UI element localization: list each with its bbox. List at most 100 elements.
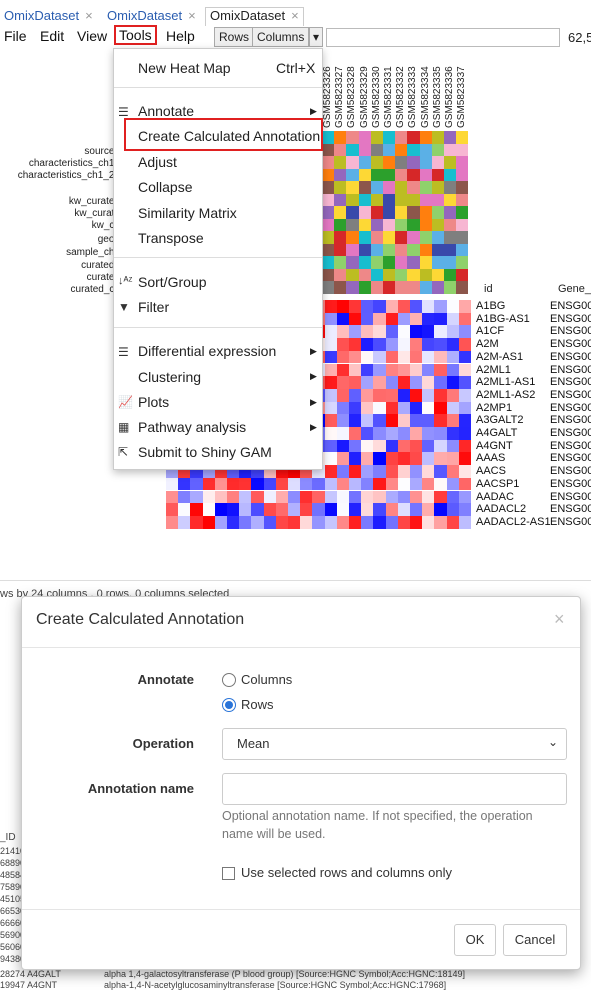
heatmap-cell[interactable] — [336, 427, 349, 440]
heatmap-cell[interactable] — [446, 439, 459, 453]
gene-label[interactable]: A2ML1-AS2 — [476, 388, 536, 401]
heatmap-cell[interactable] — [373, 515, 386, 529]
gene-label[interactable]: AAAS — [476, 452, 506, 465]
heatmap-cell[interactable] — [361, 503, 374, 516]
menu-item-similarity-matrix[interactable]: Similarity Matrix — [138, 205, 237, 221]
heatmap-cell[interactable] — [410, 300, 423, 313]
heatmap-cell[interactable] — [373, 452, 386, 466]
menu-item-sort-group[interactable]: Sort/Group — [138, 274, 207, 290]
heatmap-cell[interactable] — [361, 439, 374, 453]
heatmap-cell[interactable] — [422, 363, 435, 377]
heatmap-cell[interactable] — [385, 465, 398, 478]
heatmap-cell[interactable] — [434, 350, 447, 364]
heatmap-cell[interactable] — [458, 376, 471, 389]
heatmap-cell[interactable] — [349, 325, 362, 339]
heatmap-cell[interactable] — [288, 515, 301, 529]
heatmap-cell[interactable] — [410, 465, 423, 478]
close-icon[interactable]: × — [554, 609, 565, 629]
heatmap-cell[interactable] — [190, 477, 203, 491]
heatmap-cell[interactable] — [410, 503, 423, 516]
heatmap-cell[interactable] — [336, 388, 349, 402]
heatmap-cell[interactable] — [458, 477, 471, 491]
heatmap-cell[interactable] — [227, 477, 240, 491]
heatmap-cell[interactable] — [410, 363, 423, 377]
tab-omixdataset-1[interactable]: OmixDataset × — [4, 8, 93, 26]
heatmap-cell[interactable] — [397, 414, 410, 427]
heatmap-cell[interactable] — [251, 490, 264, 504]
heatmap-cell[interactable] — [324, 363, 337, 377]
heatmap-cell[interactable] — [166, 503, 179, 516]
cancel-button[interactable]: Cancel — [503, 924, 567, 956]
heatmap-cell[interactable] — [361, 376, 374, 389]
sample-header[interactable]: GSM5823330 — [370, 66, 382, 128]
heatmap-cell[interactable] — [373, 363, 386, 377]
heatmap-cell[interactable] — [166, 477, 179, 491]
menu-item-submit-to-shiny-gam[interactable]: Submit to Shiny GAM — [138, 444, 272, 460]
heatmap-cell[interactable] — [324, 452, 337, 466]
heatmap-cell[interactable] — [349, 338, 362, 351]
heatmap-cell[interactable] — [349, 350, 362, 364]
heatmap-cell[interactable] — [397, 363, 410, 377]
heatmap-cell[interactable] — [458, 427, 471, 440]
heatmap-cell[interactable] — [349, 312, 362, 326]
heatmap-cell[interactable] — [422, 452, 435, 466]
heatmap-cell[interactable] — [385, 300, 398, 313]
heatmap-cell[interactable] — [458, 490, 471, 504]
menu-help[interactable]: Help — [166, 28, 195, 44]
heatmap-cell[interactable] — [410, 452, 423, 466]
heatmap-cell[interactable] — [336, 401, 349, 415]
heatmap-cell[interactable] — [239, 515, 252, 529]
heatmap-cell[interactable] — [422, 325, 435, 339]
gene-label[interactable]: AACS — [476, 465, 506, 478]
menu-item-filter[interactable]: Filter — [138, 299, 170, 315]
heatmap-cell[interactable] — [458, 300, 471, 313]
heatmap-cell[interactable] — [410, 325, 423, 339]
heatmap-cell[interactable] — [422, 401, 435, 415]
heatmap-cell[interactable] — [397, 439, 410, 453]
heatmap-cell[interactable] — [336, 363, 349, 377]
heatmap-cell[interactable] — [349, 363, 362, 377]
heatmap-cell[interactable] — [166, 515, 179, 529]
gene-label[interactable]: A1BG — [476, 300, 506, 312]
heatmap-cell[interactable] — [324, 350, 337, 364]
gene-label[interactable]: AADACL2 — [476, 503, 527, 516]
heatmap-cell[interactable] — [324, 465, 337, 478]
sample-header[interactable]: GSM5823329 — [358, 66, 370, 128]
gene-label[interactable]: AACSP1 — [476, 477, 520, 490]
gene-label[interactable]: A4GNT — [476, 439, 513, 452]
heatmap-cell[interactable] — [410, 490, 423, 504]
heatmap-cell[interactable] — [373, 427, 386, 440]
menu-tools[interactable]: Tools — [114, 25, 157, 45]
heatmap-cell[interactable] — [446, 465, 459, 478]
heatmap-cell[interactable] — [446, 325, 459, 339]
heatmap-cell[interactable] — [214, 503, 227, 516]
heatmap-cell[interactable] — [324, 503, 337, 516]
column-header-gene[interactable]: Gene_ — [558, 283, 591, 295]
heatmap-cell[interactable] — [361, 452, 374, 466]
heatmap-cell[interactable] — [458, 503, 471, 516]
heatmap-cell[interactable] — [434, 414, 447, 427]
heatmap-cell[interactable] — [349, 300, 362, 313]
sample-header[interactable]: GSM5823333 — [407, 66, 419, 128]
heatmap-cell[interactable] — [446, 388, 459, 402]
heatmap-cell[interactable] — [361, 477, 374, 491]
annotation-name-input[interactable] — [222, 773, 567, 805]
heatmap-cell[interactable] — [422, 503, 435, 516]
heatmap-cell[interactable] — [312, 490, 325, 504]
heatmap-cell[interactable] — [446, 477, 459, 491]
heatmap-cell[interactable] — [251, 477, 264, 491]
heatmap-cell[interactable] — [458, 401, 471, 415]
heatmap-cell[interactable] — [349, 401, 362, 415]
radio-rows[interactable] — [222, 698, 236, 712]
heatmap-cell[interactable] — [422, 376, 435, 389]
heatmap-cell[interactable] — [385, 439, 398, 453]
heatmap-cell[interactable] — [324, 439, 337, 453]
heatmap-cell[interactable] — [410, 376, 423, 389]
heatmap-cell[interactable] — [373, 401, 386, 415]
heatmap-cell[interactable] — [336, 503, 349, 516]
heatmap-cell[interactable] — [275, 477, 288, 491]
heatmap-cell[interactable] — [275, 503, 288, 516]
heatmap-cell[interactable] — [361, 325, 374, 339]
heatmap-cell[interactable] — [373, 490, 386, 504]
heatmap-cell[interactable] — [361, 363, 374, 377]
